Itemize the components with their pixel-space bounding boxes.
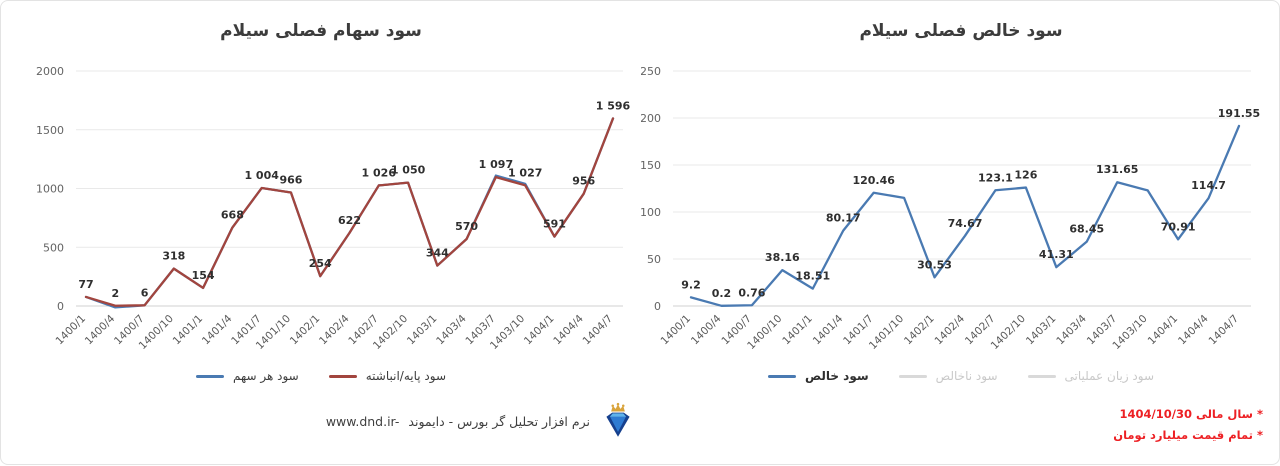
legend-label: سود زیان عملیاتی xyxy=(1065,369,1155,383)
y-axis-tick-label: 2000 xyxy=(36,65,64,78)
x-axis-tick-label: 1404/1 xyxy=(1146,313,1181,348)
legend-item[interactable]: سود خالص xyxy=(768,369,869,383)
data-point-label: 30.53 xyxy=(917,258,952,271)
data-point-label: 956 xyxy=(572,175,595,188)
x-axis-tick-label: 1400/1 xyxy=(659,313,694,348)
data-point-label: 570 xyxy=(455,220,478,233)
x-axis-tick-label: 1402/4 xyxy=(933,312,968,347)
x-axis-tick-label: 1404/4 xyxy=(1176,312,1211,347)
data-point-label: 120.46 xyxy=(852,174,895,187)
data-point-label: 966 xyxy=(279,173,302,186)
x-axis-tick-label: 1402/1 xyxy=(902,313,937,348)
y-axis-tick-label: 0 xyxy=(654,300,661,313)
data-point-label: 2 xyxy=(111,287,119,300)
legend-label: سود پایه/انباشته xyxy=(366,369,446,383)
x-axis-tick-label: 1401/4 xyxy=(200,312,235,347)
x-axis-tick-label: 1404/1 xyxy=(522,313,557,348)
series-line xyxy=(86,118,613,305)
data-point-label: 131.65 xyxy=(1096,163,1138,176)
x-axis-tick-label: 1403/4 xyxy=(1054,312,1089,347)
data-point-label: 0.76 xyxy=(738,286,765,299)
legend-swatch-line xyxy=(196,375,224,378)
y-axis-tick-label: 1500 xyxy=(36,124,64,137)
y-axis-tick-label: 200 xyxy=(641,112,661,125)
data-point-label: 68.45 xyxy=(1069,223,1104,236)
x-axis-tick-label: 1401/1 xyxy=(780,313,815,348)
data-point-label: 74.67 xyxy=(948,217,983,230)
legend-net-profit: سود خالص سود ناخالص سود زیان عملیاتی xyxy=(641,369,1280,383)
chart-title-net-profit: سود خالص فصلی سیلام xyxy=(641,21,1280,41)
data-point-label: 1 596 xyxy=(596,99,631,112)
data-point-label: 254 xyxy=(309,257,332,270)
footnote-fiscal-year: * سال مالی 1404/10/30 xyxy=(1113,404,1263,425)
data-point-label: 9.2 xyxy=(681,278,701,291)
y-axis-tick-label: 1000 xyxy=(36,183,64,196)
footer: www.dnd.ir- نرم افزار تحلیل گر بورس - دا… xyxy=(1,401,637,441)
data-point-label: 80.17 xyxy=(826,212,861,225)
line-chart-quarterly-net-profit: 0501001502002501400/11400/41400/71400/10… xyxy=(641,1,1280,366)
data-point-label: 191.55 xyxy=(1218,107,1260,120)
data-point-label: 0.2 xyxy=(712,287,732,300)
x-axis-tick-label: 1403/1 xyxy=(405,313,440,348)
chart-title-dividend: سود سهام فصلی سیلام xyxy=(1,21,641,41)
data-point-label: 344 xyxy=(426,247,449,260)
data-point-label: 38.16 xyxy=(765,251,800,264)
data-point-label: 70.91 xyxy=(1161,220,1196,233)
legend-item[interactable]: سود هر سهم xyxy=(196,369,299,383)
data-point-label: 114.7 xyxy=(1191,179,1226,192)
y-axis-tick-label: 150 xyxy=(641,159,661,172)
footer-app-name: نرم افزار تحلیل گر بورس - دایموند xyxy=(408,414,590,429)
legend-label: سود هر سهم xyxy=(233,369,299,383)
x-axis-tick-label: 1404/4 xyxy=(551,312,586,347)
data-point-label: 41.31 xyxy=(1039,248,1074,261)
data-point-label: 1 004 xyxy=(244,169,279,182)
x-axis-tick-label: 1402/4 xyxy=(317,312,352,347)
y-axis-tick-label: 500 xyxy=(43,241,64,254)
legend-dividend: سود هر سهم سود پایه/انباشته xyxy=(1,369,641,383)
data-point-label: 1 027 xyxy=(508,166,542,179)
x-axis-tick-label: 1400/4 xyxy=(689,312,724,347)
data-point-label: 126 xyxy=(1014,169,1037,182)
legend-swatch-line xyxy=(899,375,927,378)
x-axis-tick-label: 1404/7 xyxy=(1207,313,1242,348)
x-axis-tick-label: 1403/1 xyxy=(1024,313,1059,348)
y-axis-tick-label: 100 xyxy=(641,206,661,219)
data-point-label: 622 xyxy=(338,214,361,227)
data-point-label: 318 xyxy=(162,250,185,263)
legend-item[interactable]: سود زیان عملیاتی xyxy=(1028,369,1155,383)
footnotes: * سال مالی 1404/10/30 * تمام قیمت میلیار… xyxy=(1113,404,1263,446)
y-axis-tick-label: 0 xyxy=(57,300,64,313)
legend-swatch-line xyxy=(1028,375,1056,378)
legend-item[interactable]: سود ناخالص xyxy=(899,369,998,383)
data-point-label: 1 050 xyxy=(391,164,426,177)
footer-url-link[interactable]: www.dnd.ir- xyxy=(326,414,400,429)
legend-label: سود خالص xyxy=(805,369,869,383)
data-point-label: 77 xyxy=(78,278,93,291)
data-point-label: 154 xyxy=(192,269,215,282)
x-axis-tick-label: 1400/1 xyxy=(54,313,89,348)
line-chart-quarterly-dividend: 05001000150020001400/11400/41400/71400/1… xyxy=(1,1,641,366)
x-axis-tick-label: 1401/1 xyxy=(171,313,206,348)
x-axis-tick-label: 1404/7 xyxy=(581,313,616,348)
x-axis-tick-label: 1403/4 xyxy=(434,312,469,347)
data-point-label: 18.51 xyxy=(795,270,830,283)
legend-swatch-line xyxy=(768,375,796,378)
y-axis-tick-label: 250 xyxy=(641,65,661,78)
footnote-price-unit: * تمام قیمت میلیارد تومان xyxy=(1113,425,1263,446)
y-axis-tick-label: 50 xyxy=(647,253,661,266)
data-point-label: 668 xyxy=(221,209,244,222)
x-axis-tick-label: 1400/4 xyxy=(83,312,118,347)
data-point-label: 6 xyxy=(141,286,149,299)
data-point-label: 591 xyxy=(543,218,566,231)
legend-swatch-line xyxy=(329,375,357,378)
x-axis-tick-label: 1402/1 xyxy=(288,313,323,348)
diamond-crown-logo-icon xyxy=(599,401,637,441)
legend-label: سود ناخالص xyxy=(936,369,998,383)
legend-item[interactable]: سود پایه/انباشته xyxy=(329,369,446,383)
data-point-label: 123.1 xyxy=(978,171,1013,184)
x-axis-tick-label: 1401/4 xyxy=(811,312,846,347)
